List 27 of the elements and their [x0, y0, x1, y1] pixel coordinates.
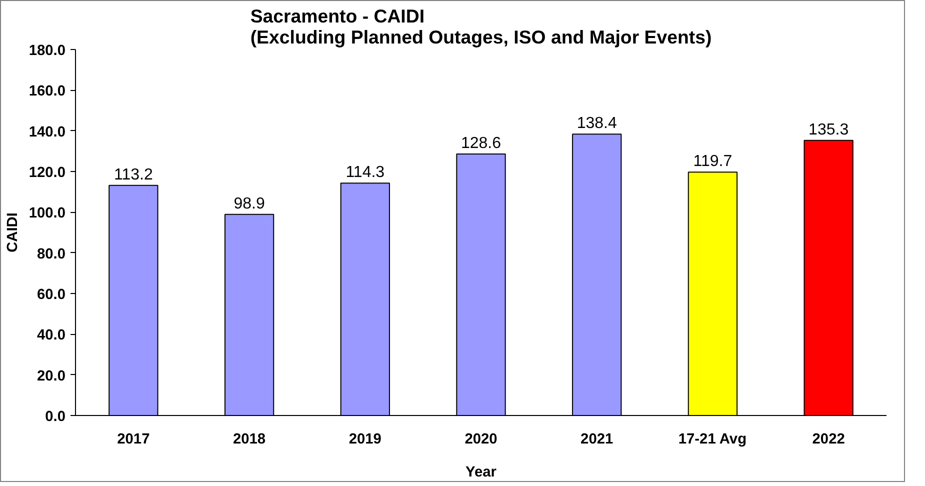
x-tick-label: 2017	[117, 432, 150, 448]
data-label: 114.3	[346, 164, 385, 182]
y-axis-title: CAIDI	[4, 212, 21, 252]
x-tick-label: 2018	[232, 432, 266, 448]
y-tick-label: 20.0	[36, 368, 66, 384]
data-label: 98.9	[234, 195, 265, 212]
data-label: 119.7	[693, 153, 732, 170]
chart-title: Sacramento - CAIDI (Excluding Planned Outages, ISO and Major Events)	[250, 6, 712, 48]
y-tick-label: 60.0	[36, 287, 66, 303]
y-tick-label: 40.0	[36, 328, 66, 344]
data-label: 128.6	[460, 135, 502, 152]
x-tick-label: 2019	[348, 432, 382, 448]
y-tick-label: 120.0	[28, 165, 66, 181]
x-tick-label: 2021	[580, 432, 614, 448]
y-tick-label: 140.0	[28, 124, 66, 140]
y-tick-label: 180.0	[28, 43, 66, 59]
y-tick-label: 0.0	[45, 409, 66, 425]
data-label: 138.4	[576, 115, 617, 132]
y-tick-label: 160.0	[28, 84, 66, 100]
y-tick-label: 80.0	[36, 246, 66, 262]
x-tick-label: 2022	[812, 432, 845, 448]
x-axis-title: Year	[466, 464, 497, 480]
data-label: 113.2	[114, 166, 153, 184]
x-tick-label: 2020	[464, 432, 498, 448]
data-label: 135.3	[808, 121, 849, 138]
y-tick-label: 100.0	[28, 206, 66, 222]
x-tick-label: 17-21 Avg	[678, 432, 747, 448]
